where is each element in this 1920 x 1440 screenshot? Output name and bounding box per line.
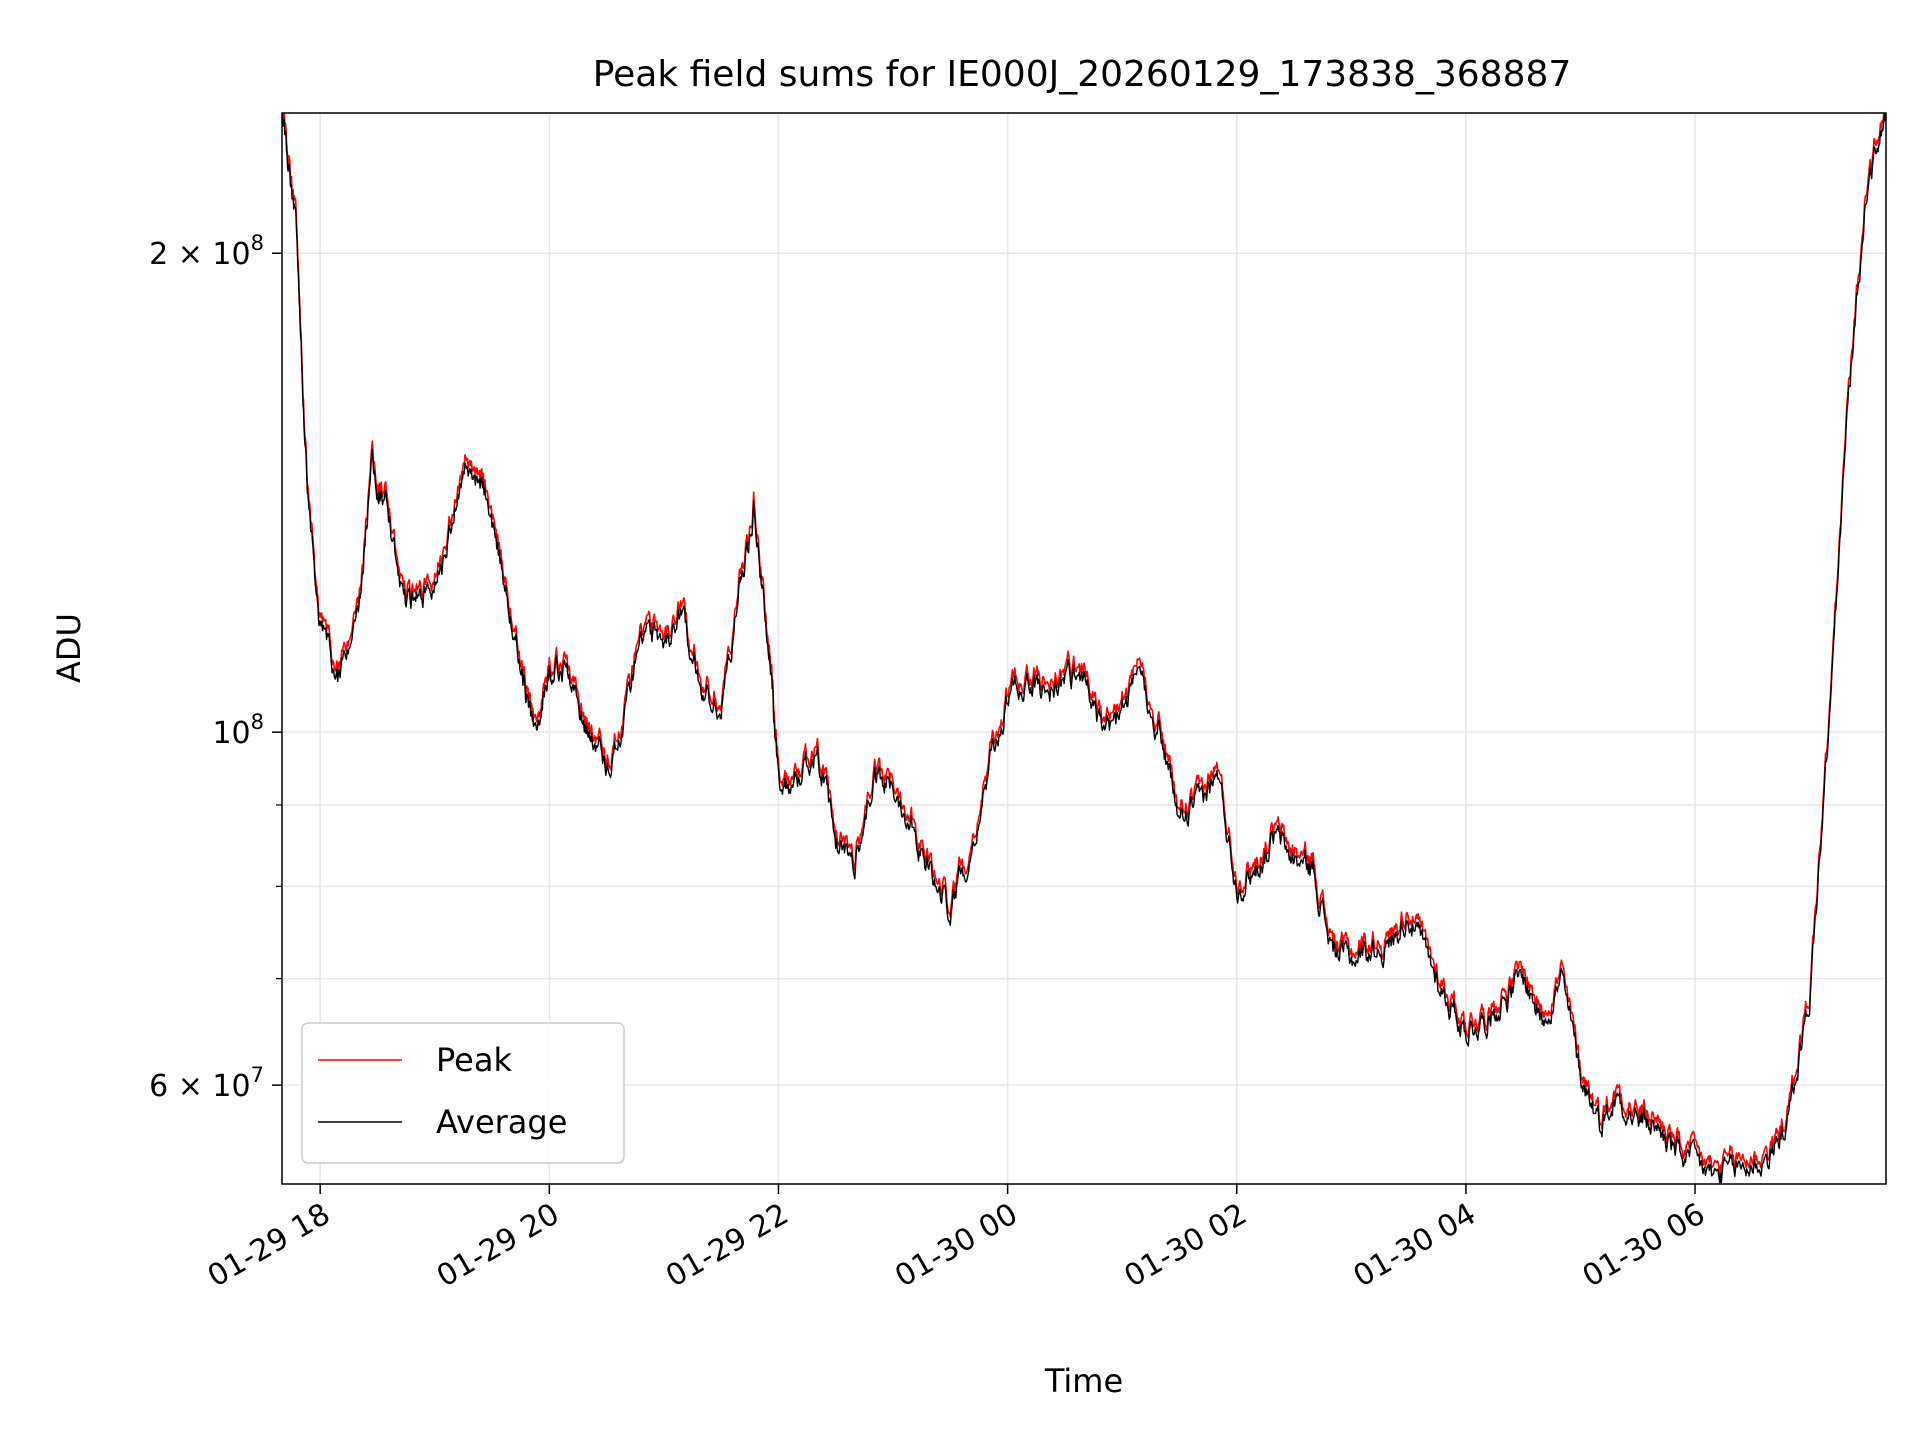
legend-box <box>301 1022 625 1164</box>
x-axis: 01-29 18 01-29 20 01-29 22 01-30 00 01-30 02… <box>202 1184 1711 1294</box>
series-line-peak <box>282 113 1886 1176</box>
y-tick-label: 2 × 108 <box>149 231 264 272</box>
x-tick-label: 01-29 22 <box>660 1197 794 1295</box>
chart-title: Peak field sums for IE000J_20260129_1738… <box>593 54 1572 95</box>
x-tick-label: 01-30 04 <box>1348 1197 1482 1295</box>
legend-label-average: Average <box>436 1103 567 1141</box>
x-tick-label: 01-29 20 <box>431 1197 565 1295</box>
y-axis: 6 × 107 108 2 × 108 <box>149 231 282 1104</box>
legend-label-peak: Peak <box>436 1041 512 1079</box>
legend: Peak Average <box>301 1022 625 1164</box>
x-tick-label: 01-30 06 <box>1577 1197 1711 1295</box>
series-layer <box>282 113 1886 1184</box>
x-tick-label: 01-30 00 <box>889 1197 1023 1295</box>
plot-frame <box>281 112 1887 1185</box>
y-axis-label: ADU <box>50 613 88 683</box>
x-tick-label: 01-30 02 <box>1118 1197 1252 1295</box>
series-line-average <box>282 113 1886 1184</box>
x-tick-label: 01-29 18 <box>202 1197 336 1295</box>
y-tick-label: 6 × 107 <box>149 1063 264 1104</box>
y-tick-label: 108 <box>212 710 264 751</box>
x-axis-label: Time <box>1044 1362 1123 1400</box>
